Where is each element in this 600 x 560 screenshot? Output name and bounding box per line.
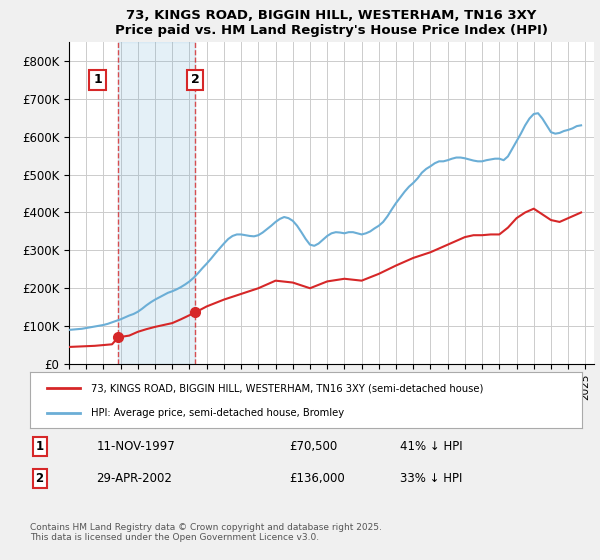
Text: 1: 1 [35,440,44,453]
Title: 73, KINGS ROAD, BIGGIN HILL, WESTERHAM, TN16 3XY
Price paid vs. HM Land Registry: 73, KINGS ROAD, BIGGIN HILL, WESTERHAM, … [115,8,548,36]
Text: £136,000: £136,000 [289,472,345,486]
Text: Contains HM Land Registry data © Crown copyright and database right 2025.
This d: Contains HM Land Registry data © Crown c… [30,523,382,543]
Text: 73, KINGS ROAD, BIGGIN HILL, WESTERHAM, TN16 3XY (semi-detached house): 73, KINGS ROAD, BIGGIN HILL, WESTERHAM, … [91,383,483,393]
Text: 1: 1 [93,73,102,86]
Text: 11-NOV-1997: 11-NOV-1997 [96,440,175,453]
Text: 33% ↓ HPI: 33% ↓ HPI [400,472,462,486]
Text: 2: 2 [191,73,200,86]
Bar [118,42,195,364]
Text: 29-APR-2002: 29-APR-2002 [96,472,172,486]
Text: HPI: Average price, semi-detached house, Bromley: HPI: Average price, semi-detached house,… [91,408,344,418]
Text: 41% ↓ HPI: 41% ↓ HPI [400,440,463,453]
Text: £70,500: £70,500 [289,440,338,453]
Text: 2: 2 [35,472,44,486]
